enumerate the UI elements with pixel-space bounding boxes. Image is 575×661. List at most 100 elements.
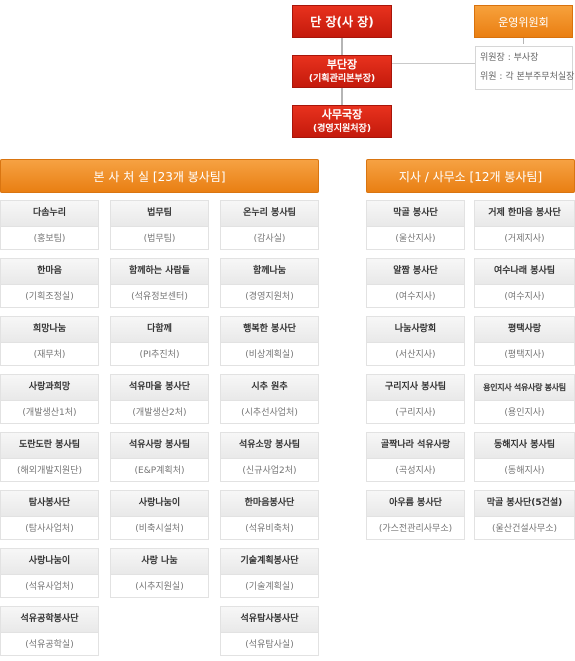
secretary-title: 사무국장: [321, 108, 363, 121]
team-dept: (경영지원처): [245, 292, 294, 302]
team-card: 다솜누리 (홍보팀): [0, 200, 99, 250]
team-card: 기술계획봉사단 (기술계획실): [220, 548, 319, 598]
team-dept: (평택지사): [504, 350, 545, 360]
team-dept: (곡성지사): [395, 466, 436, 476]
team-dept: (서산지사): [395, 350, 436, 360]
team-name: 구리지사 봉사팀: [367, 375, 464, 401]
team-name: 희망나눔: [1, 317, 98, 343]
team-card: 석유공학봉사단 (석유공학실): [0, 606, 99, 656]
team-dept: (석유공학실): [25, 640, 74, 650]
team-name: 석유공학봉사단: [1, 607, 98, 633]
team-dept: (울산지사): [395, 234, 436, 244]
team-dept: (법무팀): [143, 234, 176, 244]
team-card: 희망나눔 (재무처): [0, 316, 99, 366]
team-dept: (기술계획실): [245, 582, 294, 592]
team-card: 사랑과희망 (개발생산1처): [0, 374, 99, 424]
team-name: 탐사봉사단: [1, 491, 98, 517]
team-dept: (시추선사업처): [241, 408, 298, 418]
team-dept: (석유정보센터): [131, 292, 188, 302]
committee-label: 운영위원회: [498, 16, 549, 29]
team-dept: (PI추진처): [139, 350, 180, 360]
team-dept: (감사실): [253, 234, 286, 244]
branch-card: 아우름 봉사단 (가스전관리사무소): [366, 490, 465, 540]
team-dept: (석유탐사실): [245, 640, 294, 650]
deputy-subtitle: (기획관리본부장): [308, 74, 376, 84]
team-dept: (기획조정실): [25, 292, 74, 302]
team-name: 기술계획봉사단: [221, 549, 318, 575]
team-name: 나눔사랑회: [367, 317, 464, 343]
team-card: 석유마을 봉사단 (개발생산2처): [110, 374, 209, 424]
head-label: 단 장(사 장): [310, 15, 374, 29]
section-hq-label: 본 사 처 실 [23개 봉사팀]: [93, 170, 226, 184]
team-name: 석유소망 봉사팀: [221, 433, 318, 459]
team-name: 사랑 나눔: [111, 549, 208, 575]
team-card: 함께하는 사람들 (석유정보센터): [110, 258, 209, 308]
branch-card: 막골 봉사단 (울산지사): [366, 200, 465, 250]
team-name: 다함께: [111, 317, 208, 343]
team-card: 석유사랑 봉사팀 (E&P계획처): [110, 432, 209, 482]
committee-members: 위원 : 각 본부주무처실장: [480, 72, 575, 82]
team-name: 사랑나눔이: [111, 491, 208, 517]
team-name: 한마음: [1, 259, 98, 285]
team-name: 석유마을 봉사단: [111, 375, 208, 401]
team-name: 막골 봉사단(5건설): [475, 491, 574, 517]
connector-line: [341, 38, 343, 55]
branch-card: 용인지사 석유사랑 봉사팀 (용인지사): [474, 374, 575, 424]
branch-card: 거제 한마음 봉사단 (거제지사): [474, 200, 575, 250]
team-name: 평택사랑: [475, 317, 574, 343]
branch-card: 평택사랑 (평택지사): [474, 316, 575, 366]
team-card: 다함께 (PI추진처): [110, 316, 209, 366]
team-name: 동해지사 봉사팀: [475, 433, 574, 459]
branch-card: 여수나래 봉사팀 (여수지사): [474, 258, 575, 308]
team-name: 도란도란 봉사팀: [1, 433, 98, 459]
team-card: 함께나눔 (경영지원처): [220, 258, 319, 308]
branch-card: 골짝나라 석유사랑 (곡성지사): [366, 432, 465, 482]
team-name: 함께나눔: [221, 259, 318, 285]
team-card: 사랑나눔이 (비축시설처): [110, 490, 209, 540]
team-card: 도란도란 봉사팀 (해외개발지원단): [0, 432, 99, 482]
team-dept: (비축시설처): [135, 524, 184, 534]
team-dept: (석유비축처): [245, 524, 294, 534]
section-branch-label: 지사 / 사무소 [12개 봉사팀]: [398, 170, 543, 184]
team-name: 행복한 봉사단: [221, 317, 318, 343]
team-dept: (울산건설사무소): [492, 524, 557, 534]
team-card: 석유탐사봉사단 (석유탐사실): [220, 606, 319, 656]
team-dept: (구리지사): [395, 408, 436, 418]
team-name: 석유탐사봉사단: [221, 607, 318, 633]
branch-card: 알짬 봉사단 (여수지사): [366, 258, 465, 308]
team-dept: (해외개발지원단): [17, 466, 82, 476]
branch-card: 나눔사랑회 (서산지사): [366, 316, 465, 366]
team-name: 석유사랑 봉사팀: [111, 433, 208, 459]
team-dept: (여수지사): [395, 292, 436, 302]
head-box: 단 장(사 장): [292, 5, 392, 38]
deputy-box: 부단장 (기획관리본부장): [292, 55, 392, 88]
team-name: 함께하는 사람들: [111, 259, 208, 285]
team-dept: (비상계획실): [245, 350, 294, 360]
team-card: 행복한 봉사단 (비상계획실): [220, 316, 319, 366]
team-name: 시추 원추: [221, 375, 318, 401]
section-hq-header: 본 사 처 실 [23개 봉사팀]: [0, 159, 319, 193]
team-name: 다솜누리: [1, 201, 98, 227]
team-dept: (신규사업2처): [242, 466, 297, 476]
team-dept: (개발생산2처): [132, 408, 187, 418]
team-card: 석유소망 봉사팀 (신규사업2처): [220, 432, 319, 482]
team-name: 사랑나눔이: [1, 549, 98, 575]
connector-line: [341, 88, 343, 105]
team-card: 사랑나눔이 (석유사업처): [0, 548, 99, 598]
team-card: 한마음 (기획조정실): [0, 258, 99, 308]
branch-card: 구리지사 봉사팀 (구리지사): [366, 374, 465, 424]
team-dept: (석유사업처): [25, 582, 74, 592]
connector-line: [523, 38, 524, 44]
team-card: 법무팀 (법무팀): [110, 200, 209, 250]
team-dept: (여수지사): [504, 292, 545, 302]
team-card: 사랑 나눔 (시추지원실): [110, 548, 209, 598]
team-card: 시추 원추 (시추선사업처): [220, 374, 319, 424]
team-name: 알짬 봉사단: [367, 259, 464, 285]
team-name: 여수나래 봉사팀: [475, 259, 574, 285]
team-dept: (E&P계획처): [134, 466, 185, 476]
team-dept: (용인지사): [504, 408, 545, 418]
team-name: 거제 한마음 봉사단: [475, 201, 574, 227]
team-name: 법무팀: [111, 201, 208, 227]
team-name: 온누리 봉사팀: [221, 201, 318, 227]
committee-info: 위원장 : 부사장 위원 : 각 본부주무처실장: [475, 46, 575, 90]
